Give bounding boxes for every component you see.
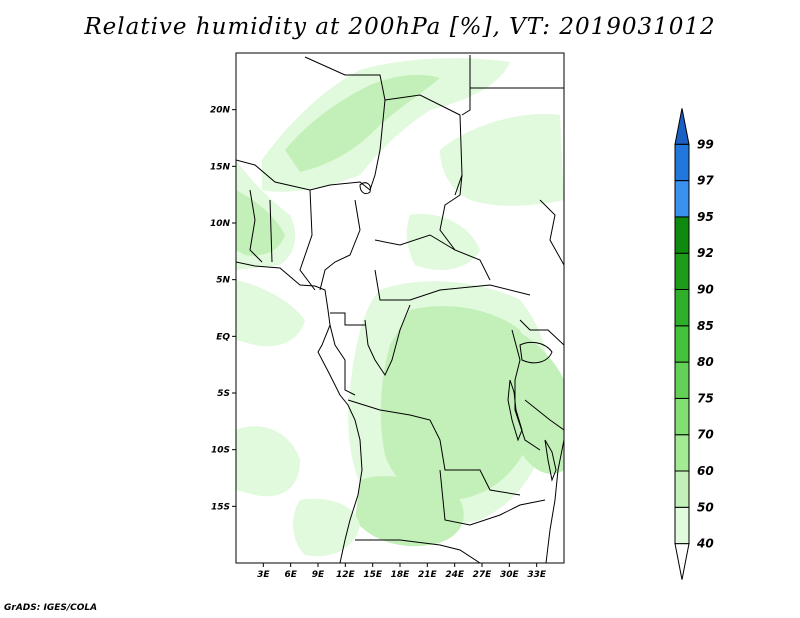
- colorbar-box: [674, 506, 690, 545]
- colorbar-box: [674, 289, 690, 327]
- lake-chad: [359, 182, 371, 195]
- latitude-axis: 20N 15N 10N 5N EQ 5S 10S 15S: [210, 106, 236, 512]
- border-chad-car: [374, 234, 456, 251]
- colorbar-label: 50: [697, 500, 714, 514]
- lon-tick-label: 3E: [257, 570, 270, 580]
- colorbar-bottom-arrow: [674, 543, 690, 580]
- humid-area-congo-core: [380, 306, 536, 500]
- humid-area-south-west: [293, 498, 360, 557]
- lon-tick-label: 18E: [391, 570, 411, 580]
- lat-tick-label: 5N: [216, 276, 230, 286]
- lon-tick-label: 15E: [363, 570, 383, 580]
- colorbar-box: [674, 361, 690, 399]
- colorbar-box: [674, 397, 690, 436]
- border-sudan-ethiopia: [539, 199, 564, 266]
- humid-area-central: [406, 214, 480, 270]
- colorbar-box: [674, 470, 690, 508]
- country-borders: [236, 55, 564, 563]
- colorbar-label: 70: [697, 428, 714, 442]
- colorbar-box: [674, 216, 690, 254]
- lat-tick-label: 10S: [211, 446, 230, 456]
- border-guinea-coast: [249, 189, 263, 263]
- border-nigeria: [299, 189, 316, 291]
- lat-tick-label: 15S: [211, 502, 230, 512]
- colorbar-label: 95: [697, 210, 714, 224]
- lon-tick-label: 12E: [336, 570, 356, 580]
- border-car-south: [374, 269, 531, 301]
- lat-tick-label: 15N: [210, 162, 231, 172]
- humid-area-sahara-core: [285, 74, 440, 172]
- lon-tick-label: 33E: [527, 570, 547, 580]
- colorbar-box: [674, 252, 690, 290]
- lon-tick-label: 24E: [445, 570, 465, 580]
- border-congo-drc: [364, 304, 411, 377]
- humid-area-gulf: [236, 280, 305, 347]
- colorbar-box: [674, 143, 690, 182]
- lat-tick-label: 10N: [210, 219, 231, 229]
- colorbar-top-arrow: [674, 108, 690, 145]
- lon-tick-label: 21E: [418, 570, 438, 580]
- humid-area-angola: [236, 426, 300, 497]
- border-angola-namibia: [355, 539, 481, 563]
- credit-label: GrADS: IGES/COLA: [4, 603, 98, 613]
- lon-tick-label: 9E: [312, 570, 325, 580]
- lake-victoria: [519, 341, 553, 364]
- humidity-shading: [236, 58, 564, 557]
- lat-tick-label: 20N: [210, 106, 231, 116]
- lake-malawi: [544, 439, 557, 482]
- colorbar-box: [674, 180, 690, 218]
- lat-tick-label: EQ: [216, 332, 230, 342]
- border-niger-libya: [384, 94, 463, 196]
- lon-tick-label: 30E: [500, 570, 520, 580]
- border-chad-sudan: [439, 174, 491, 281]
- border-tanzania: [524, 399, 564, 431]
- border-nigeria-cameroon: [319, 199, 361, 291]
- colorbar-label: 85: [697, 319, 714, 333]
- longitude-axis: 3E 6E 9E 12E 15E 18E 21E 24E 27E 30E 33E: [257, 563, 547, 580]
- humid-area-sudan: [440, 114, 564, 206]
- coast-mozambique: [545, 439, 564, 563]
- border-cameroon-congo: [330, 312, 365, 326]
- colorbar-label: 80: [697, 355, 714, 369]
- lon-tick-label: 27E: [473, 570, 493, 580]
- colorbar-label: 40: [696, 537, 714, 551]
- border-uganda-kenya: [519, 319, 564, 346]
- colorbar-label: 75: [697, 391, 714, 405]
- border-drc-east: [511, 329, 541, 451]
- colorbar: 40 50 60 70 75 80 85 90 92 95 97 99: [674, 108, 714, 580]
- humid-area-south: [355, 476, 464, 547]
- map-title: Relative humidity at 200hPa [%], VT: 201…: [84, 14, 716, 40]
- border-zambia: [439, 469, 546, 526]
- border-drc-angola: [347, 399, 521, 496]
- lake-tanganyika: [507, 379, 523, 442]
- colorbar-label: 90: [697, 283, 714, 297]
- border-gabon-congo: [329, 324, 356, 396]
- border-ghana-togo: [269, 199, 273, 263]
- colorbar-label: 92: [697, 246, 714, 260]
- coastline-west-africa: [236, 261, 363, 563]
- colorbar-label: 60: [697, 464, 714, 478]
- colorbar-box: [674, 434, 690, 472]
- colorbar-label: 99: [697, 137, 714, 151]
- colorbar-box: [674, 325, 690, 363]
- lat-tick-label: 5S: [217, 389, 230, 399]
- colorbar-label: 97: [697, 174, 714, 188]
- lon-tick-label: 6E: [284, 570, 297, 580]
- humid-area-west-core: [236, 190, 285, 256]
- border-libya-egypt: [461, 55, 471, 116]
